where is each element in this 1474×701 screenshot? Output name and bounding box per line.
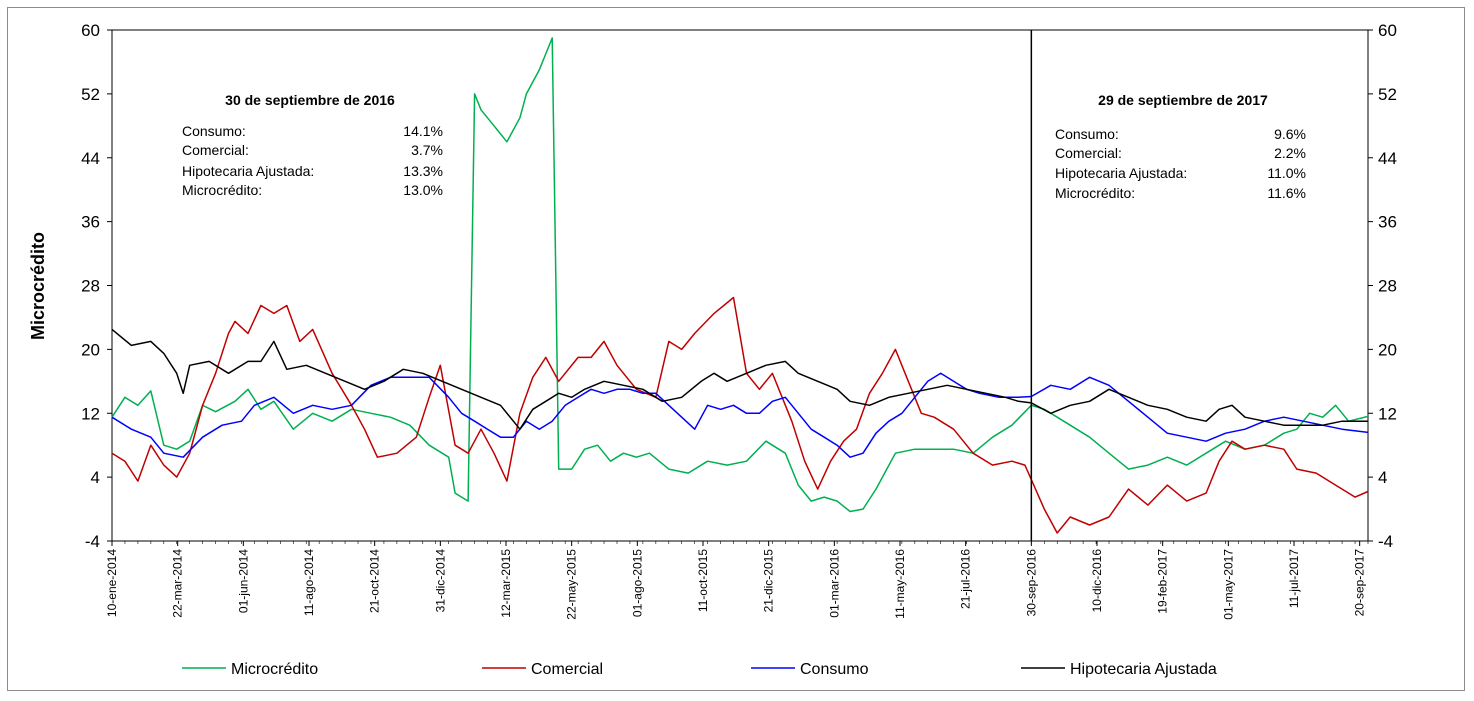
annotation-title-left: 30 de septiembre de 2016 <box>225 92 395 108</box>
annotation-value: 9.6% <box>1274 126 1306 142</box>
x-tick-label: 21-dic-2015 <box>762 549 776 613</box>
y-tick-label-left: 60 <box>81 21 100 40</box>
annotation-label: Consumo: <box>1055 126 1119 142</box>
x-tick-label: 12-mar-2015 <box>499 549 513 618</box>
y-tick-label-right: 36 <box>1378 213 1397 232</box>
y-axis-label: Microcrédito <box>28 232 48 340</box>
annotation-value: 14.1% <box>403 123 443 139</box>
annotation-value: 11.6% <box>1267 185 1306 201</box>
annotation-value: 13.0% <box>403 182 443 198</box>
x-tick-label: 01-may-2017 <box>1221 549 1235 620</box>
y-tick-label-left: -4 <box>85 532 100 551</box>
series-line-consumo <box>111 372 1369 458</box>
y-tick-label-right: -4 <box>1378 532 1393 551</box>
y-tick-label-left: 44 <box>81 149 100 168</box>
x-tick-label: 10-dic-2016 <box>1090 549 1104 613</box>
x-tick-label: 21-jul-2016 <box>959 549 973 609</box>
y-tick-label-left: 36 <box>81 213 100 232</box>
annotation-label: Comercial: <box>1055 145 1122 161</box>
legend-label: Microcrédito <box>231 661 318 678</box>
x-tick-label: 10-ene-2014 <box>105 549 119 617</box>
y-tick-label-right: 12 <box>1378 404 1397 423</box>
x-tick-label: 11-may-2016 <box>893 549 907 619</box>
x-tick-label: 11-jul-2017 <box>1287 549 1301 608</box>
x-tick-label: 11-oct-2015 <box>696 549 710 612</box>
annotation-label: Consumo: <box>182 123 246 139</box>
y-tick-label-left: 20 <box>81 340 100 359</box>
annotation-box-left: 30 de septiembre de 2016 Consumo: 14.1% … <box>182 92 443 198</box>
series-line-hipotecaria-ajustada <box>111 328 1368 430</box>
annotation-label: Microcrédito: <box>1055 185 1135 201</box>
x-tick-label: 11-ago-2014 <box>302 549 316 616</box>
x-tick-label: 30-sep-2016 <box>1024 549 1038 617</box>
x-tick-label: 19-feb-2017 <box>1156 549 1170 614</box>
x-tick-label: 21-oct-2014 <box>368 549 382 613</box>
y-tick-label-left: 28 <box>81 277 100 296</box>
legend-label: Consumo <box>800 661 869 678</box>
annotation-value: 11.0% <box>1267 165 1306 181</box>
x-tick-label: 22-may-2015 <box>565 549 579 620</box>
chart-frame <box>7 7 1465 691</box>
x-tick-label: 20-sep-2017 <box>1353 549 1367 617</box>
y-tick-label-left: 4 <box>91 468 100 487</box>
annotation-box-right: 29 de septiembre de 2017 Consumo: 9.6% C… <box>1055 92 1306 201</box>
annotation-value: 3.7% <box>411 142 443 158</box>
annotation-label: Comercial: <box>182 142 249 158</box>
legend-label: Comercial <box>531 661 603 678</box>
x-tick-label: 01-ago-2015 <box>630 549 644 617</box>
y-tick-label-right: 52 <box>1378 85 1397 104</box>
annotation-label: Hipotecaria Ajustada: <box>1055 165 1187 181</box>
legend: Microcrédito Comercial Consumo Hipotecar… <box>182 661 1217 678</box>
series-line-comercial <box>111 296 1369 534</box>
annotation-value: 2.2% <box>1274 145 1306 161</box>
y-tick-label-right: 28 <box>1378 277 1397 296</box>
x-tick-label: 22-mar-2014 <box>171 549 185 618</box>
y-tick-label-right: 4 <box>1378 468 1387 487</box>
y-tick-label-left: 12 <box>81 404 100 423</box>
x-tick-label: 01-mar-2016 <box>827 549 841 618</box>
annotation-label: Microcrédito: <box>182 182 262 198</box>
y-tick-label-left: 52 <box>81 85 100 104</box>
y-tick-label-right: 44 <box>1378 149 1397 168</box>
legend-label: Hipotecaria Ajustada <box>1070 661 1217 678</box>
y-tick-label-right: 20 <box>1378 340 1397 359</box>
annotation-title-right: 29 de septiembre de 2017 <box>1098 92 1268 108</box>
annotation-label: Hipotecaria Ajustada: <box>182 163 314 179</box>
y-tick-label-right: 60 <box>1378 21 1397 40</box>
x-tick-label: 31-dic-2014 <box>433 549 447 613</box>
series-line-microcr-dito <box>111 37 1369 513</box>
annotation-value: 13.3% <box>403 163 443 179</box>
x-tick-label: 01-jun-2014 <box>236 549 250 613</box>
